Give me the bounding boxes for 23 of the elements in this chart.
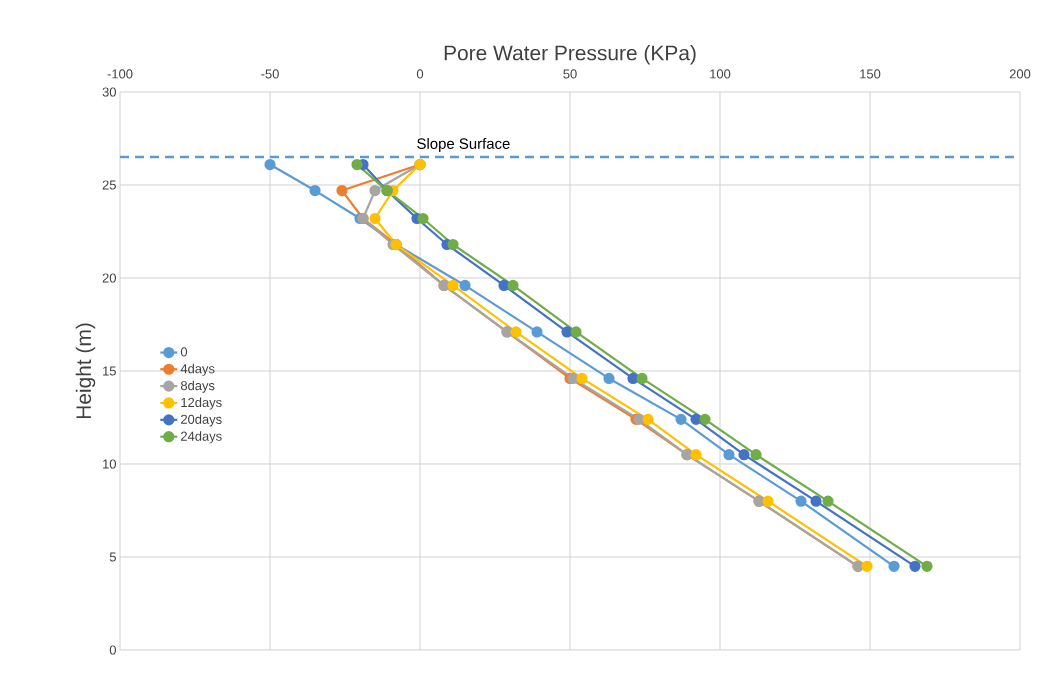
y-tick-label: 10	[103, 459, 116, 469]
y-tick-label: 25	[102, 180, 116, 190]
legend-label: 12days	[181, 397, 222, 410]
x-tick-label: 100	[710, 69, 731, 79]
x-tick-label: 50	[563, 69, 577, 79]
ref-line-label: Slope Surface	[417, 137, 510, 152]
x-tick-label: 200	[1009, 69, 1031, 79]
y-axis-title: Height (m)	[75, 323, 96, 419]
x-axis-title: Pore Water Pressure (KPa)	[444, 44, 696, 65]
y-tick-label: 0	[109, 645, 116, 655]
legend-label: 24days	[181, 431, 222, 444]
y-tick-label: 5	[109, 552, 116, 562]
legend-label: 0	[180, 347, 188, 357]
y-tick-label: 30	[102, 87, 116, 97]
y-tick-label: 15	[103, 366, 116, 376]
legend-label: 4days	[180, 363, 215, 376]
y-tick-label: 20	[102, 273, 116, 283]
x-tick-label: -50	[261, 69, 279, 79]
legend-label: 20days	[181, 414, 222, 427]
legend-label: 8days	[180, 380, 215, 393]
x-tick-label: 150	[860, 69, 881, 79]
x-tick-label: 0	[416, 69, 424, 79]
x-tick-label: -100	[107, 69, 133, 79]
